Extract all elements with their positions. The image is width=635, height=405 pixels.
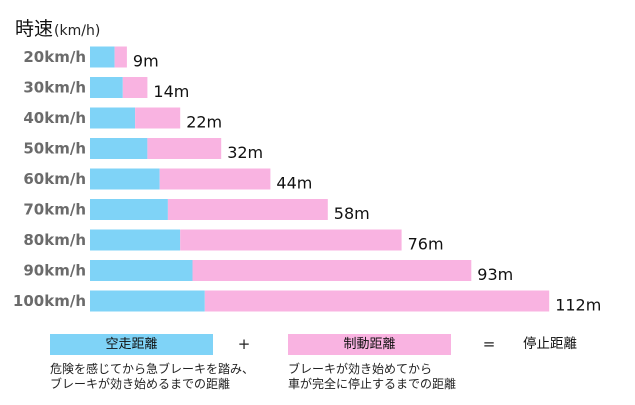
axis-title-unit: (km/h) (54, 23, 101, 39)
reaction-distance-note-line: 危険を感じてから急ブレーキを踏み、 (50, 362, 255, 376)
total-distance-label: 93m (477, 265, 513, 284)
braking-distance-bar (135, 107, 181, 129)
category-label: 90km/h (23, 262, 86, 280)
bar-row: 20km/h 9m (23, 46, 159, 71)
reaction-distance-bar (90, 138, 148, 159)
bar-row: 100km/h 112m (13, 290, 601, 315)
reaction-distance-bar (90, 260, 193, 281)
total-distance-label: 14m (153, 82, 189, 101)
plus-sign: + (237, 335, 251, 353)
category-label: 50km/h (23, 140, 86, 158)
category-label: 40km/h (23, 109, 86, 127)
axis-title-main: 時速 (15, 18, 54, 40)
stopping-distance-chart: 20km/h 9m 30km/h 14m 40km/h 22m 50km/h 32m 60km/… (13, 46, 601, 315)
braking-distance-bar (122, 77, 148, 98)
reaction-distance-bar (90, 199, 168, 220)
legend-reaction-distance: 空走距離 (50, 334, 213, 355)
bar-row: 30km/h 14m (23, 77, 189, 101)
total-distance-label: 22m (186, 113, 222, 132)
reaction-distance-bar (90, 229, 181, 251)
legend-braking-distance: 制動距離 (288, 334, 451, 355)
braking-distance-bar (167, 199, 328, 220)
bar-row: 80km/h 76m (23, 229, 444, 254)
reaction-distance-bar (90, 46, 115, 68)
category-label: 20km/h (23, 48, 86, 66)
braking-distance-bar (204, 290, 550, 312)
braking-distance-note-line: 車が完全に停止するまでの距離 (288, 376, 457, 391)
category-label: 80km/h (23, 231, 86, 249)
total-distance-label: 112m (555, 296, 601, 315)
category-label: 100km/h (13, 292, 86, 310)
braking-distance-bar (159, 168, 271, 190)
braking-distance-bar (147, 138, 222, 159)
bar-row: 50km/h 32m (23, 138, 263, 162)
reaction-distance-note-line: ブレーキが効き始めるまでの距離 (50, 376, 231, 391)
equals-sign: = (482, 335, 496, 353)
reaction-distance-bar (90, 290, 205, 312)
bar-row: 70km/h 58m (23, 199, 370, 223)
total-distance-label: 58m (334, 204, 370, 223)
total-distance-label: 44m (276, 174, 312, 193)
total-distance-label: 9m (133, 52, 159, 71)
total-distance-label: 76m (408, 235, 444, 254)
bar-row: 60km/h 44m (23, 168, 312, 193)
bar-row: 90km/h 93m (23, 260, 513, 284)
axis-title: 時速(km/h) (15, 14, 100, 41)
reaction-distance-bar (90, 168, 160, 190)
braking-distance-note-line: ブレーキが効き始めてから (288, 362, 433, 376)
braking-distance-bar (192, 260, 472, 281)
legend-stopping-distance: 停止距離 (523, 336, 577, 352)
braking-distance-note: ブレーキが効き始めてから 車が完全に停止するまでの距離 (288, 362, 456, 391)
total-distance-label: 32m (227, 143, 263, 162)
category-label: 70km/h (23, 201, 86, 219)
bar-row: 40km/h 22m (23, 107, 222, 132)
category-label: 60km/h (23, 170, 86, 188)
braking-distance-bar (180, 229, 402, 251)
braking-distance-bar (114, 46, 127, 68)
reaction-distance-bar (90, 77, 123, 98)
reaction-distance-note: 危険を感じてから急ブレーキを踏み、 ブレーキが効き始めるまでの距離 (50, 362, 254, 391)
category-label: 30km/h (23, 79, 86, 97)
reaction-distance-bar (90, 107, 136, 129)
